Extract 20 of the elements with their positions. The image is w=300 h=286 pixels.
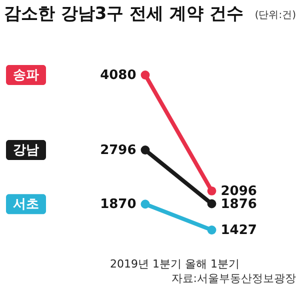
- data-label: 1876: [220, 196, 257, 212]
- x-tick-label: 올해 1분기: [185, 258, 240, 270]
- text: 송파: [13, 68, 39, 83]
- text: 자료:서울부동산정보광장: [171, 272, 296, 285]
- point: [207, 199, 216, 208]
- text: 서초: [13, 197, 39, 212]
- data-label: 1427: [220, 223, 257, 238]
- point: [207, 226, 216, 234]
- chart-title: 감소한 강남3구 전세 계약 건수: [4, 4, 244, 24]
- data-label: 2096: [220, 184, 257, 199]
- data-label: 1870: [100, 197, 136, 212]
- data-label: 2796: [100, 143, 136, 158]
- data-label: 4080: [100, 68, 136, 83]
- point: [207, 186, 216, 196]
- text: 강남: [13, 143, 39, 158]
- point: [140, 200, 150, 209]
- text: (단위:건): [254, 10, 296, 21]
- point: [140, 146, 150, 154]
- point: [140, 70, 150, 80]
- x-tick-label: 2019년 1분기: [110, 258, 182, 270]
